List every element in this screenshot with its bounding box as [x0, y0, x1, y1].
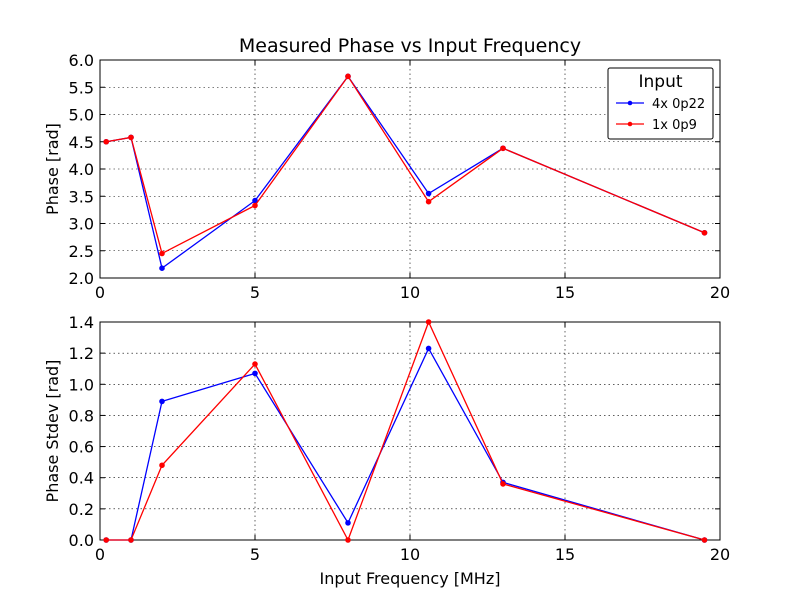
stdev-data-point-4x-0p22	[252, 370, 258, 377]
phase-data-point-1x-0p9	[345, 73, 351, 80]
phase-stdev-chart: 0 5 10 15 20 0.0 0.2 0.4 0.6 0.8 1.0 1.2 1.4 Input Fr…	[43, 313, 730, 588]
phase-x-tick-label: 20	[710, 283, 730, 302]
phase-chart: 0 5 10 15 20 2.0 2.5 3.0 3.5 4.0 4.5 5.0 5.5 6.0 Measu…	[43, 35, 730, 302]
phase-y-tick-label: 5.0	[69, 106, 94, 125]
stdev-data-point-1x-0p9	[425, 319, 432, 325]
stdev-data-point-4x-0p22	[425, 345, 432, 352]
phase-x-tick-label: 5	[250, 283, 260, 302]
phase-y-tick-label: 5.5	[69, 78, 94, 97]
phase-y-axis-label: Phase [rad]	[43, 123, 62, 215]
phase-y-tick-label: 3.5	[69, 187, 94, 206]
legend-marker-4x-0p22	[627, 100, 633, 106]
stdev-series-line-4x-0p22	[106, 347, 705, 541]
phase-y-tick-label: 2.0	[69, 269, 94, 288]
phase-x-tick-label: 15	[555, 283, 575, 302]
stdev-data-point-1x-0p9	[128, 537, 134, 543]
legend: Input 4x 0p22 1x 0p9	[607, 67, 714, 140]
phase-x-tick-label: 10	[400, 283, 420, 302]
phase-y-tick-label: 2.5	[69, 242, 94, 261]
phase-y-tick-label: 6.0	[69, 51, 94, 70]
phase-data-point-4x-0p22	[159, 265, 165, 271]
stdev-x-tick-label: 20	[710, 545, 730, 564]
stdev-x-tick-label: 0	[95, 545, 105, 564]
stdev-y-tick-label: 0.8	[69, 406, 94, 425]
stdev-y-tick-label: 0.6	[69, 438, 94, 457]
phase-series-line-1x-0p9	[106, 75, 705, 255]
phase-data-point-1x-0p9	[252, 202, 258, 209]
stdev-y-axis-label: Phase Stdev [rad]	[43, 360, 62, 503]
stdev-data-point-1x-0p9	[500, 481, 506, 487]
legend-marker-1x-0p9	[627, 121, 633, 127]
stdev-x-tick-label: 5	[250, 545, 260, 564]
stdev-y-tick-label: 1.0	[69, 375, 94, 394]
phase-x-tick-label: 0	[95, 283, 105, 302]
legend-box	[607, 67, 714, 140]
phase-data-point-1x-0p9	[159, 250, 165, 257]
stdev-data-point-4x-0p22	[345, 520, 351, 526]
phase-data-point-1x-0p9	[701, 229, 708, 236]
stdev-y-tick-label: 0.0	[69, 531, 94, 550]
phase-data-point-4x-0p22	[425, 190, 432, 197]
legend-label-1x-0p9: 1x 0p9	[652, 118, 697, 133]
stdev-y-tick-label: 0.4	[69, 469, 94, 488]
phase-data-point-1x-0p9	[500, 145, 506, 152]
stdev-data-point-1x-0p9	[103, 537, 109, 543]
stdev-data-point-1x-0p9	[252, 361, 258, 367]
stdev-x-tick-label: 10	[400, 545, 420, 564]
stdev-data-point-1x-0p9	[345, 537, 351, 543]
stdev-data-point-1x-0p9	[159, 462, 165, 469]
stdev-series-line-1x-0p9	[106, 320, 705, 542]
stdev-data-point-1x-0p9	[701, 537, 708, 543]
stdev-y-tick-label: 1.2	[69, 344, 94, 363]
phase-data-point-1x-0p9	[425, 198, 432, 205]
stdev-y-tick-label: 0.2	[69, 500, 94, 519]
legend-title: Input	[638, 72, 682, 92]
phase-data-point-1x-0p9	[103, 138, 109, 145]
stdev-y-tick-label: 1.4	[69, 313, 94, 332]
phase-data-point-1x-0p9	[128, 134, 134, 141]
stdev-x-axis-label: Input Frequency [MHz]	[320, 569, 501, 588]
phase-chart-title: Measured Phase vs Input Frequency	[239, 35, 581, 57]
legend-label-4x-0p22: 4x 0p22	[652, 97, 705, 112]
phase-y-tick-label: 4.5	[69, 133, 94, 152]
phase-y-tick-label: 4.0	[69, 160, 94, 179]
stdev-data-point-4x-0p22	[159, 398, 165, 405]
phase-y-tick-label: 3.0	[69, 215, 94, 234]
stdev-x-tick-label: 15	[555, 545, 575, 564]
